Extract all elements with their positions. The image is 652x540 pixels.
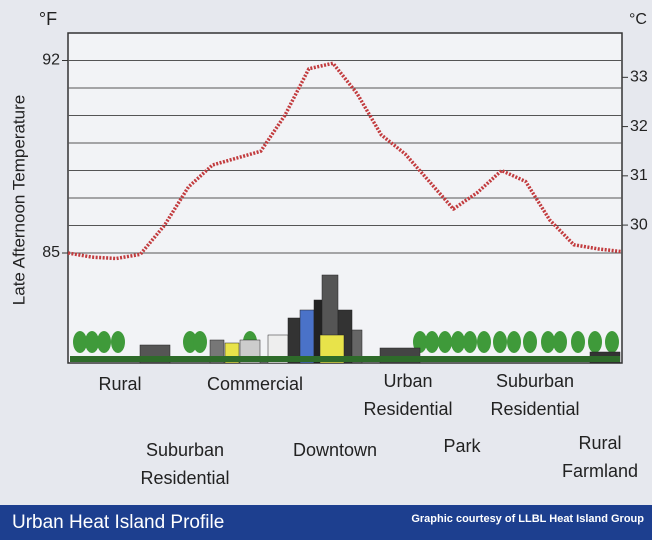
tree xyxy=(477,331,491,353)
building xyxy=(299,309,315,364)
tree xyxy=(605,331,619,353)
tree xyxy=(193,331,207,353)
skyline xyxy=(70,274,621,364)
tree xyxy=(97,331,111,353)
footer-band xyxy=(0,505,652,540)
zone-label: Suburban xyxy=(496,371,574,391)
tree xyxy=(541,331,555,353)
zone-label: Rural xyxy=(578,433,621,453)
footer-credit: Graphic courtesy of LLBL Heat Island Gro… xyxy=(411,513,644,525)
zone-label: Residential xyxy=(490,399,579,419)
zone-label: Rural xyxy=(98,374,141,394)
tree xyxy=(451,331,465,353)
y-tick-label: 92 xyxy=(42,52,60,69)
zone-label: Farmland xyxy=(562,461,638,481)
zone-label: Downtown xyxy=(293,440,377,460)
y-axis-label: Late Afternoon Temperature xyxy=(9,95,28,305)
zone-label: Urban xyxy=(383,371,432,391)
tree xyxy=(111,331,125,353)
y2-tick-label: 33 xyxy=(630,69,648,86)
zone-label: Park xyxy=(443,436,481,456)
tree xyxy=(73,331,87,353)
zone-label: Commercial xyxy=(207,374,303,394)
zone-label: Residential xyxy=(140,468,229,488)
zone-label: Suburban xyxy=(146,440,224,460)
zone-label: Residential xyxy=(363,399,452,419)
tree xyxy=(85,331,99,353)
tree xyxy=(183,331,197,353)
tree xyxy=(523,331,537,353)
tree xyxy=(438,331,452,353)
series-line xyxy=(67,61,623,261)
tree xyxy=(553,331,567,353)
tree xyxy=(588,331,602,353)
y2-unit: °C xyxy=(629,11,647,28)
tree xyxy=(425,331,439,353)
ground xyxy=(70,356,620,362)
tree xyxy=(507,331,521,353)
y2-tick-label: 31 xyxy=(630,167,648,184)
tree xyxy=(413,331,427,353)
tree xyxy=(493,331,507,353)
y-unit: °F xyxy=(39,9,57,29)
tree xyxy=(463,331,477,353)
building xyxy=(351,329,363,364)
y2-tick-label: 30 xyxy=(630,216,648,233)
y-tick-label: 85 xyxy=(42,244,60,261)
y2-tick-label: 32 xyxy=(630,118,648,135)
footer-title: Urban Heat Island Profile xyxy=(12,512,224,533)
tree xyxy=(571,331,585,353)
